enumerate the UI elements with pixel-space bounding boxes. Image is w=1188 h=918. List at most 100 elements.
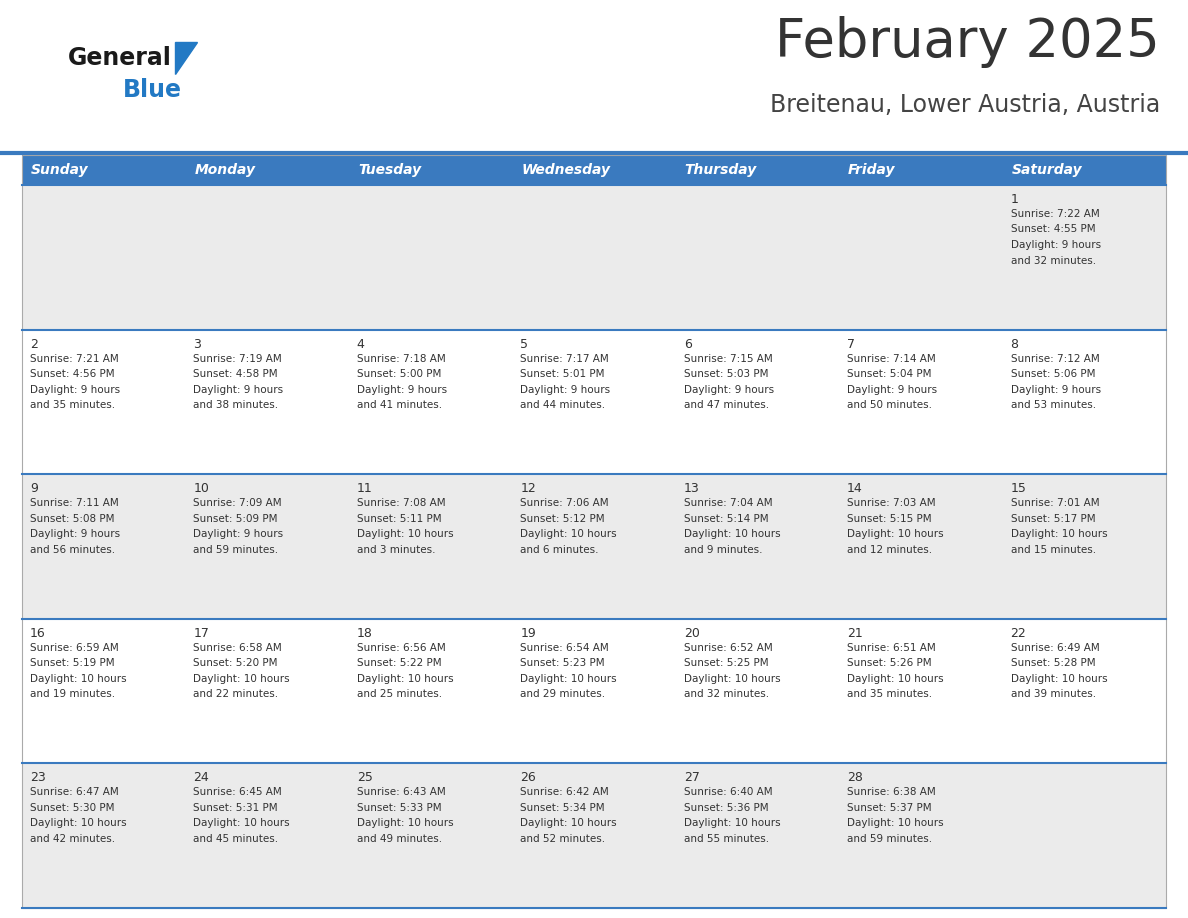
- Text: Sunrise: 6:45 AM: Sunrise: 6:45 AM: [194, 788, 283, 798]
- Text: Sunrise: 6:43 AM: Sunrise: 6:43 AM: [356, 788, 446, 798]
- Text: and 22 minutes.: and 22 minutes.: [194, 689, 278, 700]
- Text: Sunrise: 6:51 AM: Sunrise: 6:51 AM: [847, 643, 936, 653]
- Text: Daylight: 10 hours: Daylight: 10 hours: [520, 674, 617, 684]
- Text: Daylight: 9 hours: Daylight: 9 hours: [30, 529, 120, 539]
- Text: and 53 minutes.: and 53 minutes.: [1011, 400, 1095, 410]
- Text: 23: 23: [30, 771, 46, 784]
- Text: and 15 minutes.: and 15 minutes.: [1011, 544, 1095, 554]
- Text: 20: 20: [684, 627, 700, 640]
- Text: Saturday: Saturday: [1011, 163, 1082, 177]
- Text: Sunset: 5:28 PM: Sunset: 5:28 PM: [1011, 658, 1095, 668]
- Text: Daylight: 10 hours: Daylight: 10 hours: [1011, 674, 1107, 684]
- Text: Daylight: 10 hours: Daylight: 10 hours: [684, 819, 781, 828]
- Text: 2: 2: [30, 338, 38, 351]
- Bar: [1003, 155, 1165, 185]
- Text: Friday: Friday: [848, 163, 896, 177]
- Text: 26: 26: [520, 771, 536, 784]
- Bar: [23, 155, 185, 185]
- Text: Sunset: 5:19 PM: Sunset: 5:19 PM: [30, 658, 114, 668]
- Text: Sunrise: 6:47 AM: Sunrise: 6:47 AM: [30, 788, 119, 798]
- Text: 22: 22: [1011, 627, 1026, 640]
- Text: Daylight: 9 hours: Daylight: 9 hours: [520, 385, 611, 395]
- Bar: [512, 185, 676, 330]
- Text: 28: 28: [847, 771, 862, 784]
- Text: 17: 17: [194, 627, 209, 640]
- Text: Daylight: 10 hours: Daylight: 10 hours: [684, 529, 781, 539]
- Bar: [839, 155, 1003, 185]
- Text: 18: 18: [356, 627, 373, 640]
- Text: Daylight: 10 hours: Daylight: 10 hours: [684, 674, 781, 684]
- Text: Sunrise: 6:59 AM: Sunrise: 6:59 AM: [30, 643, 119, 653]
- Text: Sunrise: 7:21 AM: Sunrise: 7:21 AM: [30, 353, 119, 364]
- Text: 6: 6: [684, 338, 691, 351]
- Bar: [185, 475, 349, 619]
- Text: Daylight: 10 hours: Daylight: 10 hours: [194, 674, 290, 684]
- Text: General: General: [68, 46, 172, 70]
- Text: Sunrise: 7:18 AM: Sunrise: 7:18 AM: [356, 353, 446, 364]
- Text: Wednesday: Wednesday: [522, 163, 611, 177]
- Text: Daylight: 9 hours: Daylight: 9 hours: [356, 385, 447, 395]
- Text: 16: 16: [30, 627, 46, 640]
- Text: 21: 21: [847, 627, 862, 640]
- Bar: [839, 185, 1003, 330]
- Bar: [676, 155, 839, 185]
- Text: Sunset: 5:00 PM: Sunset: 5:00 PM: [356, 369, 441, 379]
- Text: Sunset: 5:08 PM: Sunset: 5:08 PM: [30, 514, 114, 523]
- Bar: [1003, 764, 1165, 908]
- Text: 1: 1: [1011, 193, 1018, 206]
- Text: Daylight: 9 hours: Daylight: 9 hours: [194, 529, 284, 539]
- Text: and 3 minutes.: and 3 minutes.: [356, 544, 435, 554]
- Text: Daylight: 10 hours: Daylight: 10 hours: [30, 674, 127, 684]
- Text: and 38 minutes.: and 38 minutes.: [194, 400, 278, 410]
- Text: 10: 10: [194, 482, 209, 495]
- Text: Daylight: 10 hours: Daylight: 10 hours: [356, 529, 454, 539]
- Text: 15: 15: [1011, 482, 1026, 495]
- Text: Sunset: 5:36 PM: Sunset: 5:36 PM: [684, 803, 769, 813]
- Text: 7: 7: [847, 338, 855, 351]
- Text: Sunset: 5:23 PM: Sunset: 5:23 PM: [520, 658, 605, 668]
- Bar: [23, 619, 185, 764]
- Bar: [349, 764, 512, 908]
- Text: Sunrise: 7:06 AM: Sunrise: 7:06 AM: [520, 498, 609, 509]
- Text: Sunset: 5:09 PM: Sunset: 5:09 PM: [194, 514, 278, 523]
- Bar: [185, 764, 349, 908]
- Bar: [23, 185, 185, 330]
- Text: Thursday: Thursday: [684, 163, 757, 177]
- Text: Sunrise: 7:09 AM: Sunrise: 7:09 AM: [194, 498, 282, 509]
- Text: Daylight: 9 hours: Daylight: 9 hours: [30, 385, 120, 395]
- Text: Sunset: 5:31 PM: Sunset: 5:31 PM: [194, 803, 278, 813]
- Text: and 29 minutes.: and 29 minutes.: [520, 689, 606, 700]
- Text: Sunset: 5:01 PM: Sunset: 5:01 PM: [520, 369, 605, 379]
- Text: and 59 minutes.: and 59 minutes.: [194, 544, 278, 554]
- Text: Sunset: 4:58 PM: Sunset: 4:58 PM: [194, 369, 278, 379]
- Text: and 52 minutes.: and 52 minutes.: [520, 834, 606, 844]
- Text: Sunset: 5:34 PM: Sunset: 5:34 PM: [520, 803, 605, 813]
- Text: and 41 minutes.: and 41 minutes.: [356, 400, 442, 410]
- Text: Monday: Monday: [195, 163, 255, 177]
- Bar: [349, 185, 512, 330]
- Text: Sunset: 4:56 PM: Sunset: 4:56 PM: [30, 369, 114, 379]
- Text: Sunset: 5:15 PM: Sunset: 5:15 PM: [847, 514, 931, 523]
- Text: and 35 minutes.: and 35 minutes.: [30, 400, 115, 410]
- Text: Daylight: 10 hours: Daylight: 10 hours: [847, 674, 943, 684]
- Text: Sunrise: 7:12 AM: Sunrise: 7:12 AM: [1011, 353, 1099, 364]
- Text: Sunrise: 7:11 AM: Sunrise: 7:11 AM: [30, 498, 119, 509]
- Text: 25: 25: [356, 771, 373, 784]
- Text: February 2025: February 2025: [776, 16, 1159, 68]
- Text: and 9 minutes.: and 9 minutes.: [684, 544, 763, 554]
- Text: Daylight: 10 hours: Daylight: 10 hours: [1011, 529, 1107, 539]
- Bar: [349, 619, 512, 764]
- Text: 8: 8: [1011, 338, 1018, 351]
- Text: Sunset: 5:12 PM: Sunset: 5:12 PM: [520, 514, 605, 523]
- Text: and 55 minutes.: and 55 minutes.: [684, 834, 769, 844]
- Text: Sunrise: 7:15 AM: Sunrise: 7:15 AM: [684, 353, 772, 364]
- Text: Sunrise: 7:17 AM: Sunrise: 7:17 AM: [520, 353, 609, 364]
- Text: Daylight: 9 hours: Daylight: 9 hours: [684, 385, 773, 395]
- Text: Daylight: 9 hours: Daylight: 9 hours: [1011, 385, 1101, 395]
- Text: Blue: Blue: [124, 78, 182, 102]
- Text: Daylight: 10 hours: Daylight: 10 hours: [356, 674, 454, 684]
- Text: Sunset: 5:37 PM: Sunset: 5:37 PM: [847, 803, 931, 813]
- Bar: [23, 475, 185, 619]
- Text: 13: 13: [684, 482, 700, 495]
- Text: Daylight: 9 hours: Daylight: 9 hours: [1011, 240, 1101, 250]
